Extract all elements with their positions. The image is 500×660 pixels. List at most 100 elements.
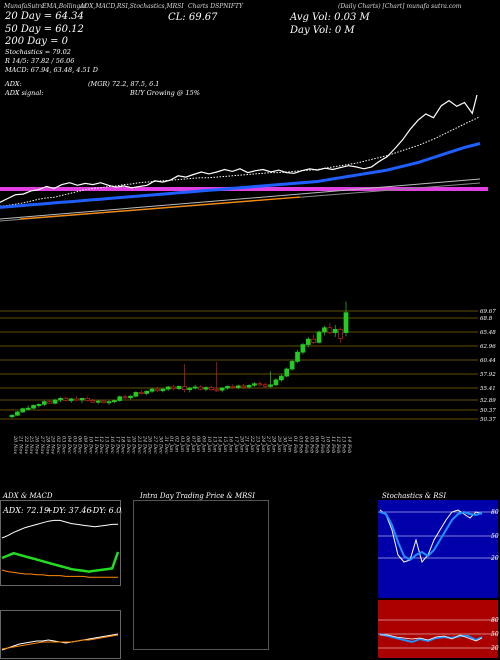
- ema200-band: [0, 187, 488, 191]
- date-label: 07 Jan: [190, 436, 196, 452]
- adx-macd-title: ADX & MACD: [3, 492, 53, 500]
- date-label: 05 Dec: [71, 436, 77, 454]
- candle-body: [182, 386, 187, 391]
- date-label: 14 Feb: [346, 436, 352, 453]
- date-label: 20 Jan: [238, 435, 244, 452]
- date-label: 26 Nov: [34, 435, 40, 454]
- candle-body: [112, 400, 117, 403]
- candle-body: [63, 398, 69, 401]
- date-label: 25 Nov: [28, 435, 34, 454]
- candle-body: [273, 379, 279, 386]
- candle-body: [95, 400, 101, 403]
- candle-body: [15, 411, 20, 416]
- date-label: 23 Dec: [136, 435, 142, 454]
- intraday-panel: [133, 500, 269, 650]
- macd-signal-line: [1, 634, 119, 650]
- date-label: 06 Dec: [77, 436, 83, 454]
- rsi-axis-80: 80: [491, 617, 499, 624]
- avg-vol-label: Avg Vol: 0.03 M: [290, 12, 370, 23]
- date-label: 12 Feb: [335, 436, 341, 453]
- date-label: 02 Dec: [55, 436, 61, 454]
- candle-body: [85, 398, 90, 401]
- candle-body: [322, 327, 327, 333]
- ema-lines: [0, 95, 481, 222]
- candle-body: [58, 398, 63, 401]
- candle-body: [144, 390, 150, 394]
- rsi-axis-20: 20: [490, 645, 499, 652]
- date-label: 23 Jan: [254, 435, 260, 452]
- date-label: 10 Feb: [325, 436, 331, 453]
- candle-body: [9, 414, 15, 418]
- adx-lines: [1, 519, 120, 578]
- date-label: 13 Jan: [211, 436, 217, 452]
- candle-body: [36, 403, 42, 406]
- candle-body: [198, 386, 203, 390]
- date-label: 31 Jan: [287, 436, 293, 452]
- adx-macd-panel: ADX: 72.19 +DY: 37.46 -DY: 6.05: [0, 500, 122, 659]
- candle-body: [176, 386, 182, 389]
- candle-body: [219, 387, 225, 391]
- price-axis-label: 55.41: [480, 386, 496, 392]
- macd-box: [0, 610, 121, 659]
- candle-body: [128, 395, 133, 399]
- date-label: 10 Jan: [206, 436, 212, 452]
- candle-body: [74, 398, 79, 401]
- price-axis-label: 68.8: [480, 316, 493, 322]
- candles: [9, 301, 349, 418]
- ema20-label: 20 Day = 64.34: [5, 11, 84, 22]
- date-label: 20 Dec: [131, 435, 137, 454]
- stoch-rsi-title: Stochastics & RSI: [382, 492, 447, 500]
- candle-body: [343, 312, 349, 333]
- candle-body: [160, 388, 166, 392]
- date-label: 22 Jan: [249, 435, 255, 452]
- stoch-rsi-panel: 80 50 20 80 50 20: [378, 500, 499, 658]
- stoch-axis-50: 50: [491, 533, 499, 540]
- candle-body: [332, 328, 338, 333]
- stoch-box: [378, 500, 498, 598]
- plus-di-label: +DY: 37.46: [46, 506, 92, 515]
- date-label: 17 Jan: [233, 436, 239, 452]
- stoch-k-line: [379, 509, 483, 564]
- candle-body: [68, 398, 74, 401]
- candle-body: [171, 386, 176, 389]
- candle-body: [187, 387, 193, 391]
- date-label: 22 Nov: [23, 435, 29, 454]
- adx-panel-label: ADX: 72.19: [2, 506, 49, 515]
- mrsi-line: [380, 634, 483, 642]
- adx-box: [0, 500, 121, 586]
- candle-body: [279, 375, 284, 381]
- date-label: 04 Feb: [303, 436, 309, 453]
- candle-body: [192, 386, 198, 389]
- date-label: 26 Dec: [147, 435, 153, 454]
- candle-body: [79, 398, 85, 401]
- price-axis-label: 57.92: [480, 372, 496, 378]
- candle-body: [252, 383, 257, 386]
- price-axis-label: 65.48: [480, 330, 496, 336]
- date-label: 02 Jan: [174, 436, 180, 452]
- date-label: 21 Jan: [244, 435, 250, 452]
- candle-body: [155, 388, 160, 392]
- candle-body: [101, 400, 106, 404]
- candle-body: [106, 401, 112, 404]
- intraday-title: Intra Day Trading Price & MRSI: [140, 492, 255, 500]
- rsi-label: R 14/5: 37.82 / 56.06: [5, 57, 75, 65]
- date-label: 17 Dec: [114, 436, 120, 454]
- candle-body: [246, 384, 252, 388]
- header-left-3: ADX,MACD,RSI,Stochastics,MRSI: [80, 3, 184, 10]
- adx-signal-text: BUY Growing @ 15%: [130, 89, 200, 97]
- candle-body: [257, 383, 263, 386]
- candle-body: [31, 405, 36, 409]
- candle-body: [327, 327, 333, 333]
- candle-body: [338, 328, 343, 339]
- rsi-box: [378, 600, 498, 658]
- adx-line: [1, 519, 119, 539]
- date-label: 12 Dec: [98, 436, 104, 454]
- minus-di-line: [1, 569, 118, 578]
- date-label: 16 Jan: [228, 436, 234, 452]
- candle-body: [208, 387, 214, 391]
- date-label: 13 Feb: [341, 436, 347, 453]
- date-label: 04 Dec: [66, 436, 72, 454]
- date-label: 09 Jan: [201, 436, 207, 452]
